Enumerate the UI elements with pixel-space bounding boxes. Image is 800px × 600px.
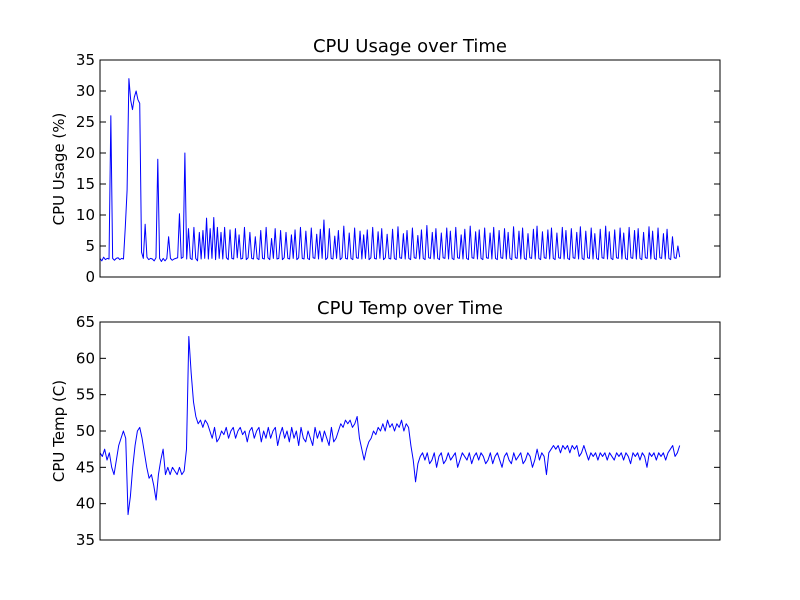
cpu-usage-y-tick-label: 10 [76, 206, 95, 224]
cpu-usage-y-tick-label: 25 [76, 113, 95, 131]
cpu-usage-chart-title: CPU Usage over Time [313, 36, 507, 57]
cpu-usage-y-tick-label: 35 [76, 51, 95, 69]
cpu-usage-y-tick-label: 0 [85, 268, 95, 286]
cpu-temp-chart-title: CPU Temp over Time [317, 298, 503, 319]
cpu-temp-y-tick-label: 35 [76, 531, 95, 549]
cpu-usage-y-axis-label: CPU Usage (%) [50, 113, 68, 226]
cpu-temp-chart: CPU Temp over Time CPU Temp (C) 35 40 45 50… [50, 298, 721, 549]
cpu-temp-y-tick-label: 50 [76, 422, 95, 440]
cpu-usage-plot-frame [99, 59, 721, 278]
cpu-temp-y-tick-label: 65 [76, 313, 95, 331]
cpu-temp-y-tick-label: 60 [76, 349, 95, 367]
cpu-usage-y-tick-label: 30 [76, 82, 95, 100]
cpu-temp-y-tick-label: 55 [76, 386, 95, 404]
cpu-usage-y-tick-label: 5 [85, 237, 95, 255]
cpu-usage-y-tick-label: 20 [76, 144, 95, 162]
cpu-temp-y-tick-label: 45 [76, 458, 95, 476]
cpu-temp-series-line [99, 336, 681, 516]
cpu-temp-y-ticks: 35 40 45 50 55 60 65 [76, 313, 720, 549]
cpu-usage-chart: CPU Usage over Time CPU Usage (%) 0 5 10 15… [50, 36, 721, 286]
cpu-usage-series-line [99, 78, 681, 262]
cpu-usage-y-ticks: 0 5 10 15 20 25 30 35 [76, 51, 720, 286]
cpu-temp-plot-frame [99, 321, 721, 541]
cpu-temp-y-tick-label: 40 [76, 495, 95, 513]
cpu-usage-y-tick-label: 15 [76, 175, 95, 193]
cpu-temp-y-axis-label: CPU Temp (C) [50, 380, 68, 482]
